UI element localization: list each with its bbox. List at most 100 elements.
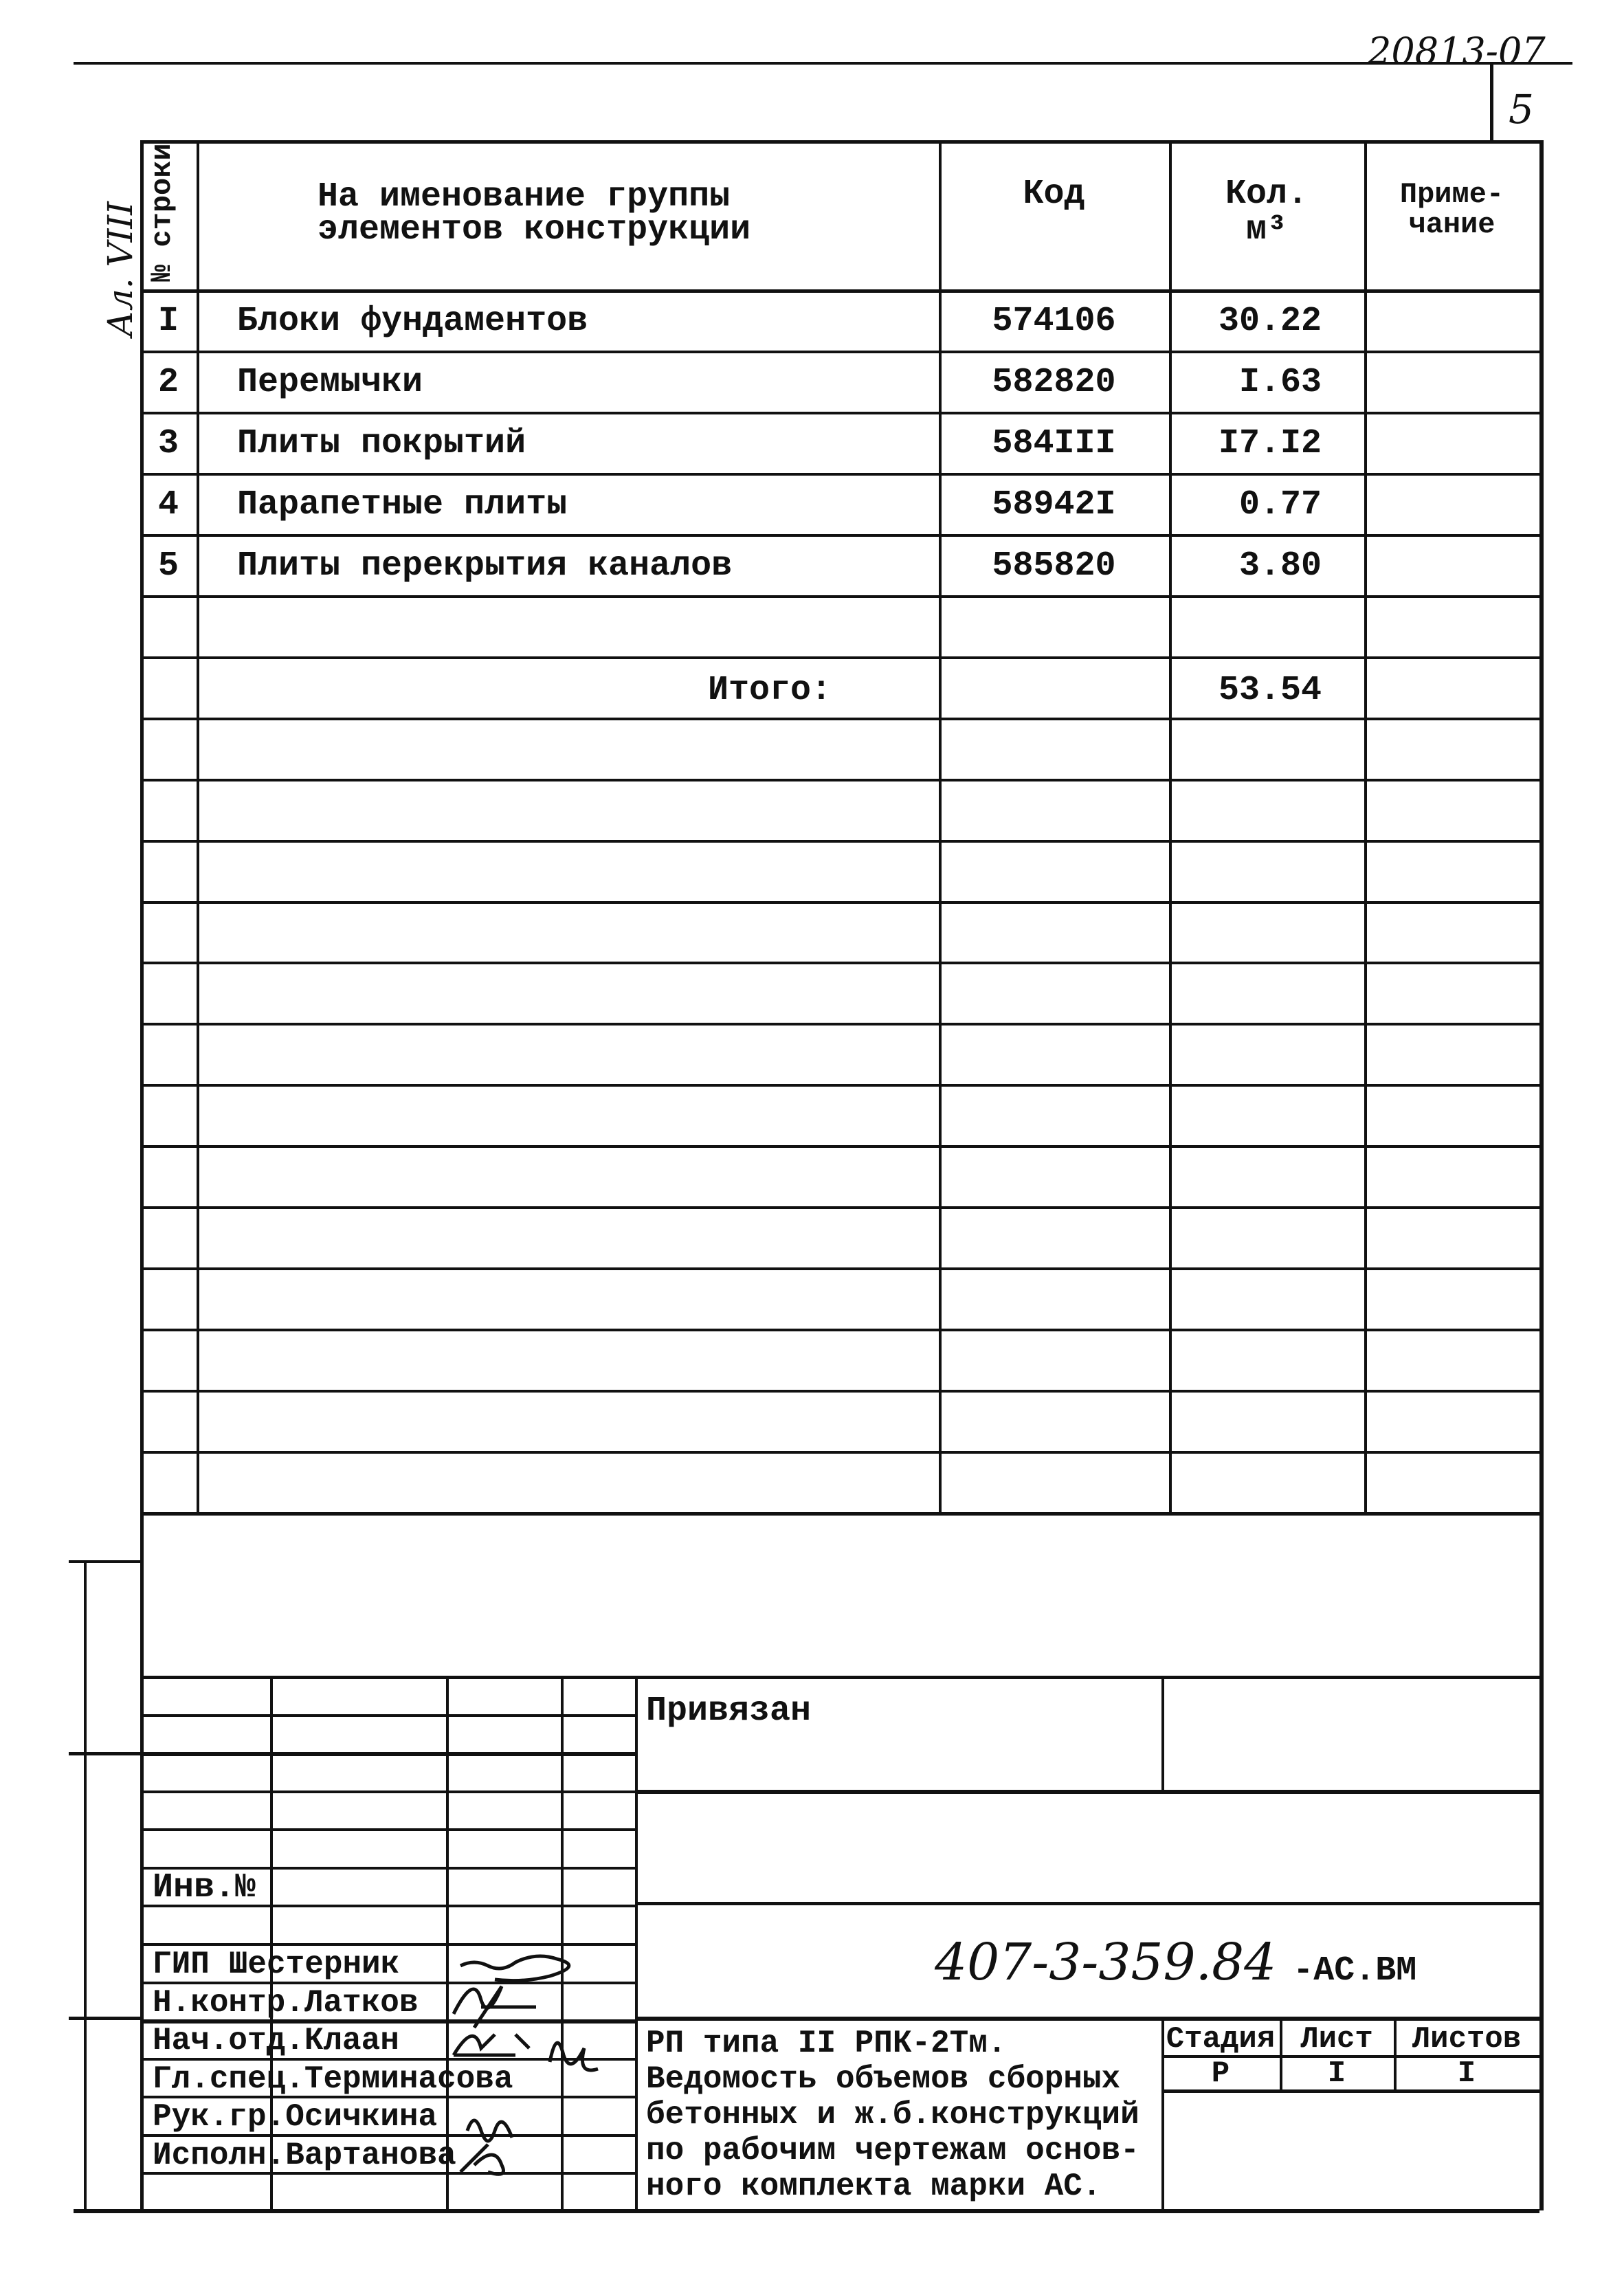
signatory-role: ГИП <box>153 1947 210 1982</box>
horizontal-rule <box>140 1714 635 1717</box>
vertical-rule <box>635 1676 638 2210</box>
horizontal-rule <box>140 1752 635 1757</box>
description-line: РП типа II РПК-2Тм. <box>646 2026 1007 2061</box>
row-number: 2 <box>157 362 179 402</box>
row-code: 584III <box>992 423 1116 463</box>
row-number: 5 <box>157 546 179 586</box>
horizontal-rule <box>140 1390 1539 1393</box>
row-name: Плиты покрытий <box>237 423 526 463</box>
horizontal-rule <box>140 411 1539 414</box>
horizontal-rule <box>140 2133 635 2137</box>
horizontal-rule <box>140 350 1539 353</box>
row-code: 582820 <box>992 362 1116 402</box>
signatory-name: Клаан <box>304 2023 399 2059</box>
horizontal-rule <box>140 1828 635 1832</box>
description-line: бетонных и ж.б.конструкций <box>646 2097 1139 2133</box>
horizontal-rule <box>140 778 1539 781</box>
horizontal-rule <box>635 2017 1539 2021</box>
row-name: Перемычки <box>237 362 423 402</box>
signature-icon <box>459 1954 571 1983</box>
header-qty-line1: Кол. <box>1225 175 1309 214</box>
horizontal-rule <box>140 2019 635 2024</box>
horizontal-rule <box>140 717 1539 720</box>
header-qty-line2: м³ <box>1245 210 1287 250</box>
horizontal-rule <box>140 900 1539 904</box>
signature-icon <box>465 2118 514 2143</box>
horizontal-rule <box>1161 2055 1539 2058</box>
row-name: Плиты перекрытия каналов <box>237 546 733 586</box>
row-qty: 30.22 <box>1218 302 1322 341</box>
signatory-name: Осичкина <box>285 2099 438 2136</box>
header-code: Код <box>1023 175 1085 214</box>
stage-header: Лист <box>1300 2022 1373 2056</box>
horizontal-rule <box>635 1790 1539 1794</box>
row-qty: 3.80 <box>1238 546 1322 586</box>
total-value: 53.54 <box>1218 671 1322 710</box>
row-code: 58942I <box>992 485 1116 524</box>
horizontal-rule <box>140 533 1539 537</box>
stage-value: I <box>1457 2056 1476 2091</box>
description-line: по рабочим чертежам основ- <box>646 2133 1139 2169</box>
signatory-role: Рук.гр. <box>153 2099 286 2136</box>
row-name: Блоки фундаментов <box>237 302 588 341</box>
row-name: Парапетные плиты <box>237 485 568 524</box>
horizontal-rule <box>140 1790 635 1793</box>
vertical-rule <box>140 140 144 2210</box>
signatory-role: Н.контр. <box>153 1984 304 2021</box>
row-qty: I7.I2 <box>1218 423 1322 463</box>
vertical-rule <box>1161 1676 1164 1790</box>
vertical-rule <box>84 1560 87 2210</box>
vertical-rule <box>1539 140 1544 2210</box>
header-name-line2: элементов конструкции <box>318 210 751 250</box>
signatory-role: Нач.отд. <box>153 2023 304 2059</box>
row-code: 585820 <box>992 546 1116 586</box>
horizontal-rule <box>140 656 1539 659</box>
total-label: Итого: <box>708 671 832 710</box>
signature-icon <box>459 2143 505 2176</box>
horizontal-rule <box>140 1206 1539 1210</box>
horizontal-rule <box>74 2209 1539 2213</box>
vertical-rule <box>1280 2017 1282 2089</box>
horizontal-rule <box>140 595 1539 598</box>
horizontal-rule <box>635 1902 1539 1905</box>
stage-header: Листов <box>1412 2022 1522 2056</box>
document-code-group: 407-3-359.84 -АС.ВМ <box>935 1937 1416 1988</box>
horizontal-rule <box>140 1866 635 1870</box>
horizontal-rule <box>140 1267 1539 1271</box>
row-qty: 0.77 <box>1238 485 1322 524</box>
description-line: ного комплекта марки АС. <box>646 2169 1102 2204</box>
stage-header: Стадия <box>1166 2022 1276 2056</box>
signatory: Рук.гр. Осичкина <box>153 2101 437 2133</box>
vertical-rule <box>1490 63 1493 142</box>
horizontal-rule <box>140 289 1539 293</box>
vertical-rule <box>939 140 942 1512</box>
signatory: ГИП Шестерник <box>153 1949 399 1980</box>
horizontal-rule <box>140 1023 1539 1026</box>
horizontal-rule <box>140 472 1539 476</box>
inv-label: Инв.№ <box>153 1868 256 1907</box>
horizontal-rule <box>140 1512 1539 1516</box>
document-suffix: -АС.ВМ <box>1293 1951 1417 1991</box>
vertical-rule <box>197 140 199 1512</box>
horizontal-rule <box>140 1905 635 1908</box>
horizontal-rule <box>69 1560 140 1563</box>
signatory-name: Шестерник <box>228 1947 400 1982</box>
header-name-line1: На именование группы <box>318 177 731 217</box>
vertical-rule <box>1169 140 1172 1512</box>
horizontal-rule <box>140 1943 635 1946</box>
vertical-rule <box>1394 2017 1397 2089</box>
horizontal-rule <box>140 1981 635 1984</box>
horizontal-rule <box>140 2172 635 2175</box>
horizontal-rule <box>74 62 1572 65</box>
row-number: 4 <box>157 485 179 524</box>
horizontal-rule <box>140 140 1539 144</box>
horizontal-rule <box>69 1752 140 1755</box>
signatory: Н.контр. Латков <box>153 1987 418 2019</box>
header-note-line2: чание <box>1408 208 1495 241</box>
stage-value: Р <box>1211 2056 1230 2091</box>
vertical-rule <box>1364 140 1367 1512</box>
page-number: 5 <box>1509 86 1534 133</box>
horizontal-rule <box>140 2057 635 2061</box>
